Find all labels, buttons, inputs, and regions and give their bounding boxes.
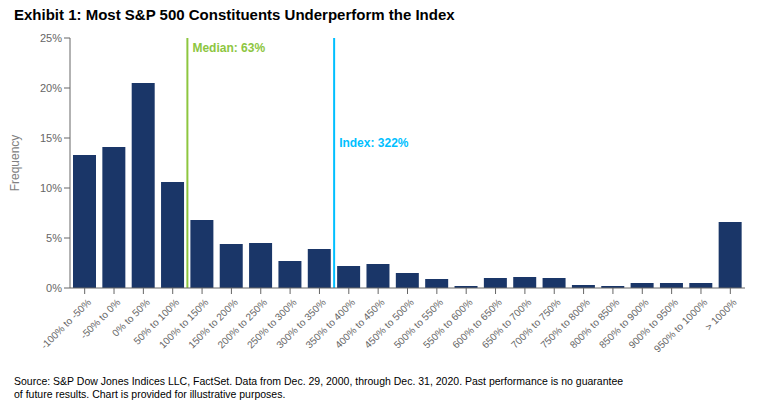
svg-text:-50% to 0%: -50% to 0%	[78, 296, 123, 341]
svg-text:700% to 750%: 700% to 750%	[509, 297, 563, 351]
svg-text:15%: 15%	[40, 132, 62, 144]
svg-text:950% to 1000%: 950% to 1000%	[652, 297, 710, 355]
svg-text:400% to 450%: 400% to 450%	[333, 297, 387, 351]
svg-text:0%: 0%	[46, 282, 62, 294]
html-text:Exhibit 1: Most S&P 500 Consti: Exhibit 1: Most S&P 500 Constituents Und…	[14, 6, 455, 23]
svg-text:750% to 800%: 750% to 800%	[538, 297, 592, 351]
svg-text:600% to 650%: 600% to 650%	[450, 297, 504, 351]
svg-text:250% to 300%: 250% to 300%	[245, 297, 299, 351]
svg-text:10%: 10%	[40, 182, 62, 194]
svg-text:0% to 50%: 0% to 50%	[109, 296, 152, 339]
svg-text:350% to 400%: 350% to 400%	[304, 297, 358, 351]
svg-text:850% to 900%: 850% to 900%	[597, 297, 651, 351]
svg-text:650% to 700%: 650% to 700%	[480, 297, 534, 351]
svg-text:800% to 850%: 800% to 850%	[568, 297, 622, 351]
svg-text:Frequency: Frequency	[8, 135, 22, 192]
svg-text:5%: 5%	[46, 232, 62, 244]
svg-text:300% to 350%: 300% to 350%	[274, 297, 328, 351]
svg-text:500% to 550%: 500% to 550%	[392, 297, 446, 351]
svg-text:100% to 150%: 100% to 150%	[157, 297, 211, 351]
html-text:of future results. Chart is pr: of future results. Chart is provided for…	[14, 388, 286, 400]
html-text:Source: S&P Dow Jones Indices: Source: S&P Dow Jones Indices LLC, FactS…	[14, 375, 624, 387]
svg-text:25%: 25%	[40, 32, 62, 44]
svg-text:550% to 600%: 550% to 600%	[421, 297, 475, 351]
svg-text:50% to 100%: 50% to 100%	[131, 296, 182, 347]
svg-text:20%: 20%	[40, 82, 62, 94]
svg-text:> 1000%: > 1000%	[703, 297, 739, 333]
svg-text:Median: 63%: Median: 63%	[192, 41, 265, 55]
svg-text:-100% to -50%: -100% to -50%	[39, 297, 94, 352]
svg-text:900% to 950%: 900% to 950%	[626, 297, 680, 351]
svg-text:150% to 200%: 150% to 200%	[186, 297, 240, 351]
svg-text:Index: 322%: Index: 322%	[339, 136, 409, 150]
svg-text:200% to 250%: 200% to 250%	[215, 297, 269, 351]
svg-text:450% to 500%: 450% to 500%	[362, 297, 416, 351]
